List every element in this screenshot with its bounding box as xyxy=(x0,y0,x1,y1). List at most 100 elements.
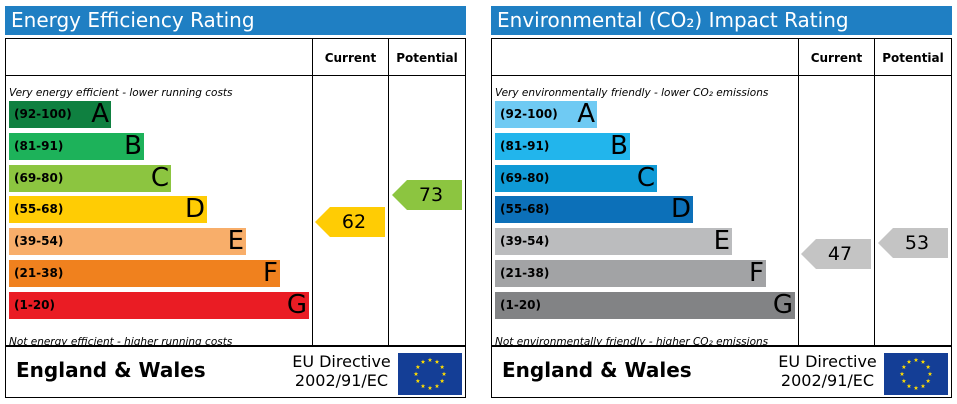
eu-star xyxy=(413,371,419,376)
eu-star xyxy=(415,364,421,369)
band-range-label: (81-91) xyxy=(500,138,550,153)
eu-star xyxy=(901,364,907,369)
footer: England & Wales EU Directive 2002/91/EC xyxy=(491,346,952,398)
current-rating-pointer: 47 xyxy=(801,239,871,270)
eu-star xyxy=(913,357,919,362)
potential-rating-arrow xyxy=(392,180,462,211)
chart-box: Current Potential Very energy efficient … xyxy=(5,38,466,348)
potential-rating-pointer: 73 xyxy=(392,180,462,211)
panel-title: Environmental (CO₂) Impact Rating xyxy=(491,6,952,35)
rating-band-c: (69-80) C xyxy=(495,162,657,193)
current-rating-value: 47 xyxy=(827,243,853,266)
top-caption: Very environmentally friendly - lower CO… xyxy=(495,87,769,99)
eu-flag-icon xyxy=(398,353,462,395)
eu-star xyxy=(439,378,445,383)
rating-band-a: (92-100) A xyxy=(9,101,111,128)
column-divider xyxy=(312,39,313,345)
potential-column-header: Potential xyxy=(396,51,458,65)
current-column-header: Current xyxy=(810,51,863,65)
band-letter: D xyxy=(670,194,691,225)
rating-band-g: (1-20) G xyxy=(9,289,309,320)
footer: England & Wales EU Directive 2002/91/EC xyxy=(5,346,466,398)
band-range-label: (92-100) xyxy=(14,107,72,121)
rating-band-g: (1-20) G xyxy=(495,289,795,320)
eu-star xyxy=(420,383,426,389)
directive-line-2: 2002/91/EC xyxy=(780,371,875,390)
potential-rating-value: 73 xyxy=(418,184,444,207)
column-divider xyxy=(874,39,875,345)
band-range-label: (1-20) xyxy=(14,297,55,312)
header-divider xyxy=(492,75,951,76)
rating-band-f: (21-38) F xyxy=(9,260,280,287)
eu-star xyxy=(913,385,919,390)
potential-column-header: Potential xyxy=(882,51,944,65)
rating-band-b: (81-91) B xyxy=(9,130,144,161)
eu-star xyxy=(441,371,447,376)
current-rating-arrow xyxy=(315,207,385,238)
band-letter: E xyxy=(227,226,244,257)
band-range-label: (21-38) xyxy=(14,266,64,280)
eu-star xyxy=(420,359,426,364)
eu-star xyxy=(434,359,440,364)
rating-band-c: (69-80) C xyxy=(9,162,171,193)
band-letter: C xyxy=(636,162,655,193)
band-letter: C xyxy=(150,162,169,193)
potential-rating-arrow xyxy=(878,228,948,259)
eu-star xyxy=(925,364,931,369)
directive-line-2: 2002/91/EC xyxy=(294,371,389,390)
eu-star xyxy=(427,385,433,390)
rating-band-d: (55-68) D xyxy=(495,194,693,225)
region-label: England & Wales xyxy=(16,358,206,382)
band-letter: B xyxy=(610,130,628,161)
band-range-label: (55-68) xyxy=(500,202,550,217)
band-letter: G xyxy=(772,289,793,320)
eu-star xyxy=(427,357,433,362)
rating-band-d: (55-68) D xyxy=(9,194,207,225)
band-letter: D xyxy=(184,194,205,225)
eu-star xyxy=(434,383,440,389)
band-letter: G xyxy=(286,289,307,320)
chart-box: Current Potential Very environmentally f… xyxy=(491,38,952,348)
environmental-impact-panel: Environmental (CO₂) Impact Rating Curren… xyxy=(491,6,952,398)
band-range-label: (21-38) xyxy=(500,266,550,280)
band-letter: A xyxy=(91,99,109,129)
band-letter: B xyxy=(124,130,142,161)
rating-band-b: (81-91) B xyxy=(495,130,630,161)
eu-star xyxy=(920,383,926,389)
eu-star xyxy=(925,378,931,383)
rating-band-a: (92-100) A xyxy=(495,101,597,128)
eu-star xyxy=(920,359,926,364)
band-letter: E xyxy=(713,226,730,257)
band-range-label: (92-100) xyxy=(500,107,558,121)
column-divider xyxy=(388,39,389,345)
band-letter: F xyxy=(749,258,764,288)
panel-title: Energy Efficiency Rating xyxy=(5,6,466,35)
band-range-label: (39-54) xyxy=(500,234,550,249)
potential-rating-pointer: 53 xyxy=(878,228,948,259)
directive-line-1: EU Directive xyxy=(778,352,877,371)
current-column-header: Current xyxy=(324,51,377,65)
bottom-caption: Not energy efficient - higher running co… xyxy=(9,336,233,348)
eu-star xyxy=(901,378,907,383)
band-range-label: (81-91) xyxy=(14,138,64,153)
rating-band-f: (21-38) F xyxy=(495,260,766,287)
eu-star xyxy=(415,378,421,383)
band-letter: F xyxy=(263,258,278,288)
top-caption: Very energy efficient - lower running co… xyxy=(9,87,233,99)
potential-rating-value: 53 xyxy=(904,232,930,255)
eu-star xyxy=(906,383,912,389)
eu-star xyxy=(439,364,445,369)
column-divider xyxy=(798,39,799,345)
bottom-caption: Not environmentally friendly - higher CO… xyxy=(495,336,769,348)
eu-star xyxy=(927,371,933,376)
rating-band-e: (39-54) E xyxy=(495,226,732,257)
region-label: England & Wales xyxy=(502,358,692,382)
current-rating-value: 62 xyxy=(341,211,367,234)
current-rating-arrow xyxy=(801,239,871,270)
directive-label: EU Directive 2002/91/EC xyxy=(774,352,881,390)
header-divider xyxy=(6,75,465,76)
band-range-label: (69-80) xyxy=(14,170,64,185)
directive-line-1: EU Directive xyxy=(292,352,391,371)
band-range-label: (69-80) xyxy=(500,170,550,185)
band-range-label: (1-20) xyxy=(500,297,541,312)
